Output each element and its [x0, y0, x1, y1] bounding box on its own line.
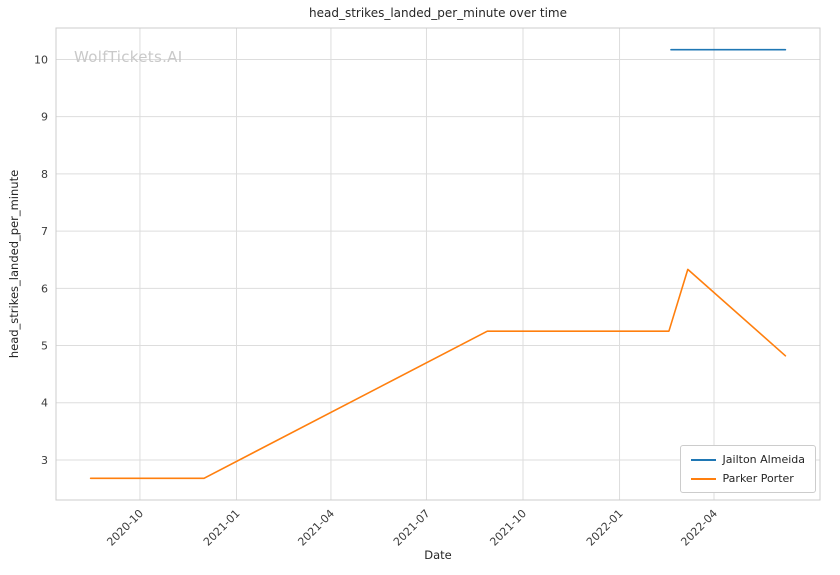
- y-tick-label: 3: [41, 454, 48, 467]
- y-tick-label: 4: [41, 397, 48, 410]
- y-tick-label: 8: [41, 168, 48, 181]
- x-tick-label: 2022-04: [678, 507, 720, 549]
- series-line-parker-porter: [89, 268, 787, 480]
- axes-frame: [55, 27, 821, 501]
- x-tick-label: 2021-01: [201, 507, 243, 549]
- y-tick-label: 5: [41, 340, 48, 353]
- y-tick-label: 6: [41, 282, 48, 295]
- legend-swatch: [690, 458, 716, 461]
- x-tick-label: 2020-10: [104, 507, 146, 549]
- watermark: WolfTickets.AI: [74, 48, 183, 66]
- x-tick-label: 2021-07: [391, 507, 433, 549]
- y-tick-label: 9: [41, 111, 48, 124]
- legend: Jailton Almeida Parker Porter: [679, 445, 816, 493]
- legend-item: Parker Porter: [690, 472, 805, 485]
- x-axis-label: Date: [424, 548, 452, 562]
- chart-title: head_strikes_landed_per_minute over time: [308, 6, 567, 20]
- x-tick-label: 2022-01: [584, 507, 626, 549]
- y-tick-label: 10: [34, 53, 48, 66]
- legend-swatch: [690, 477, 716, 480]
- x-tick-label: 2021-10: [487, 507, 529, 549]
- x-tick-label: 2021-04: [295, 507, 337, 549]
- y-tick-label: 7: [41, 225, 48, 238]
- y-axis-label: head_strikes_landed_per_minute: [7, 169, 21, 359]
- legend-item: Jailton Almeida: [690, 453, 805, 466]
- legend-label: Parker Porter: [722, 472, 794, 485]
- legend-label: Jailton Almeida: [722, 453, 805, 466]
